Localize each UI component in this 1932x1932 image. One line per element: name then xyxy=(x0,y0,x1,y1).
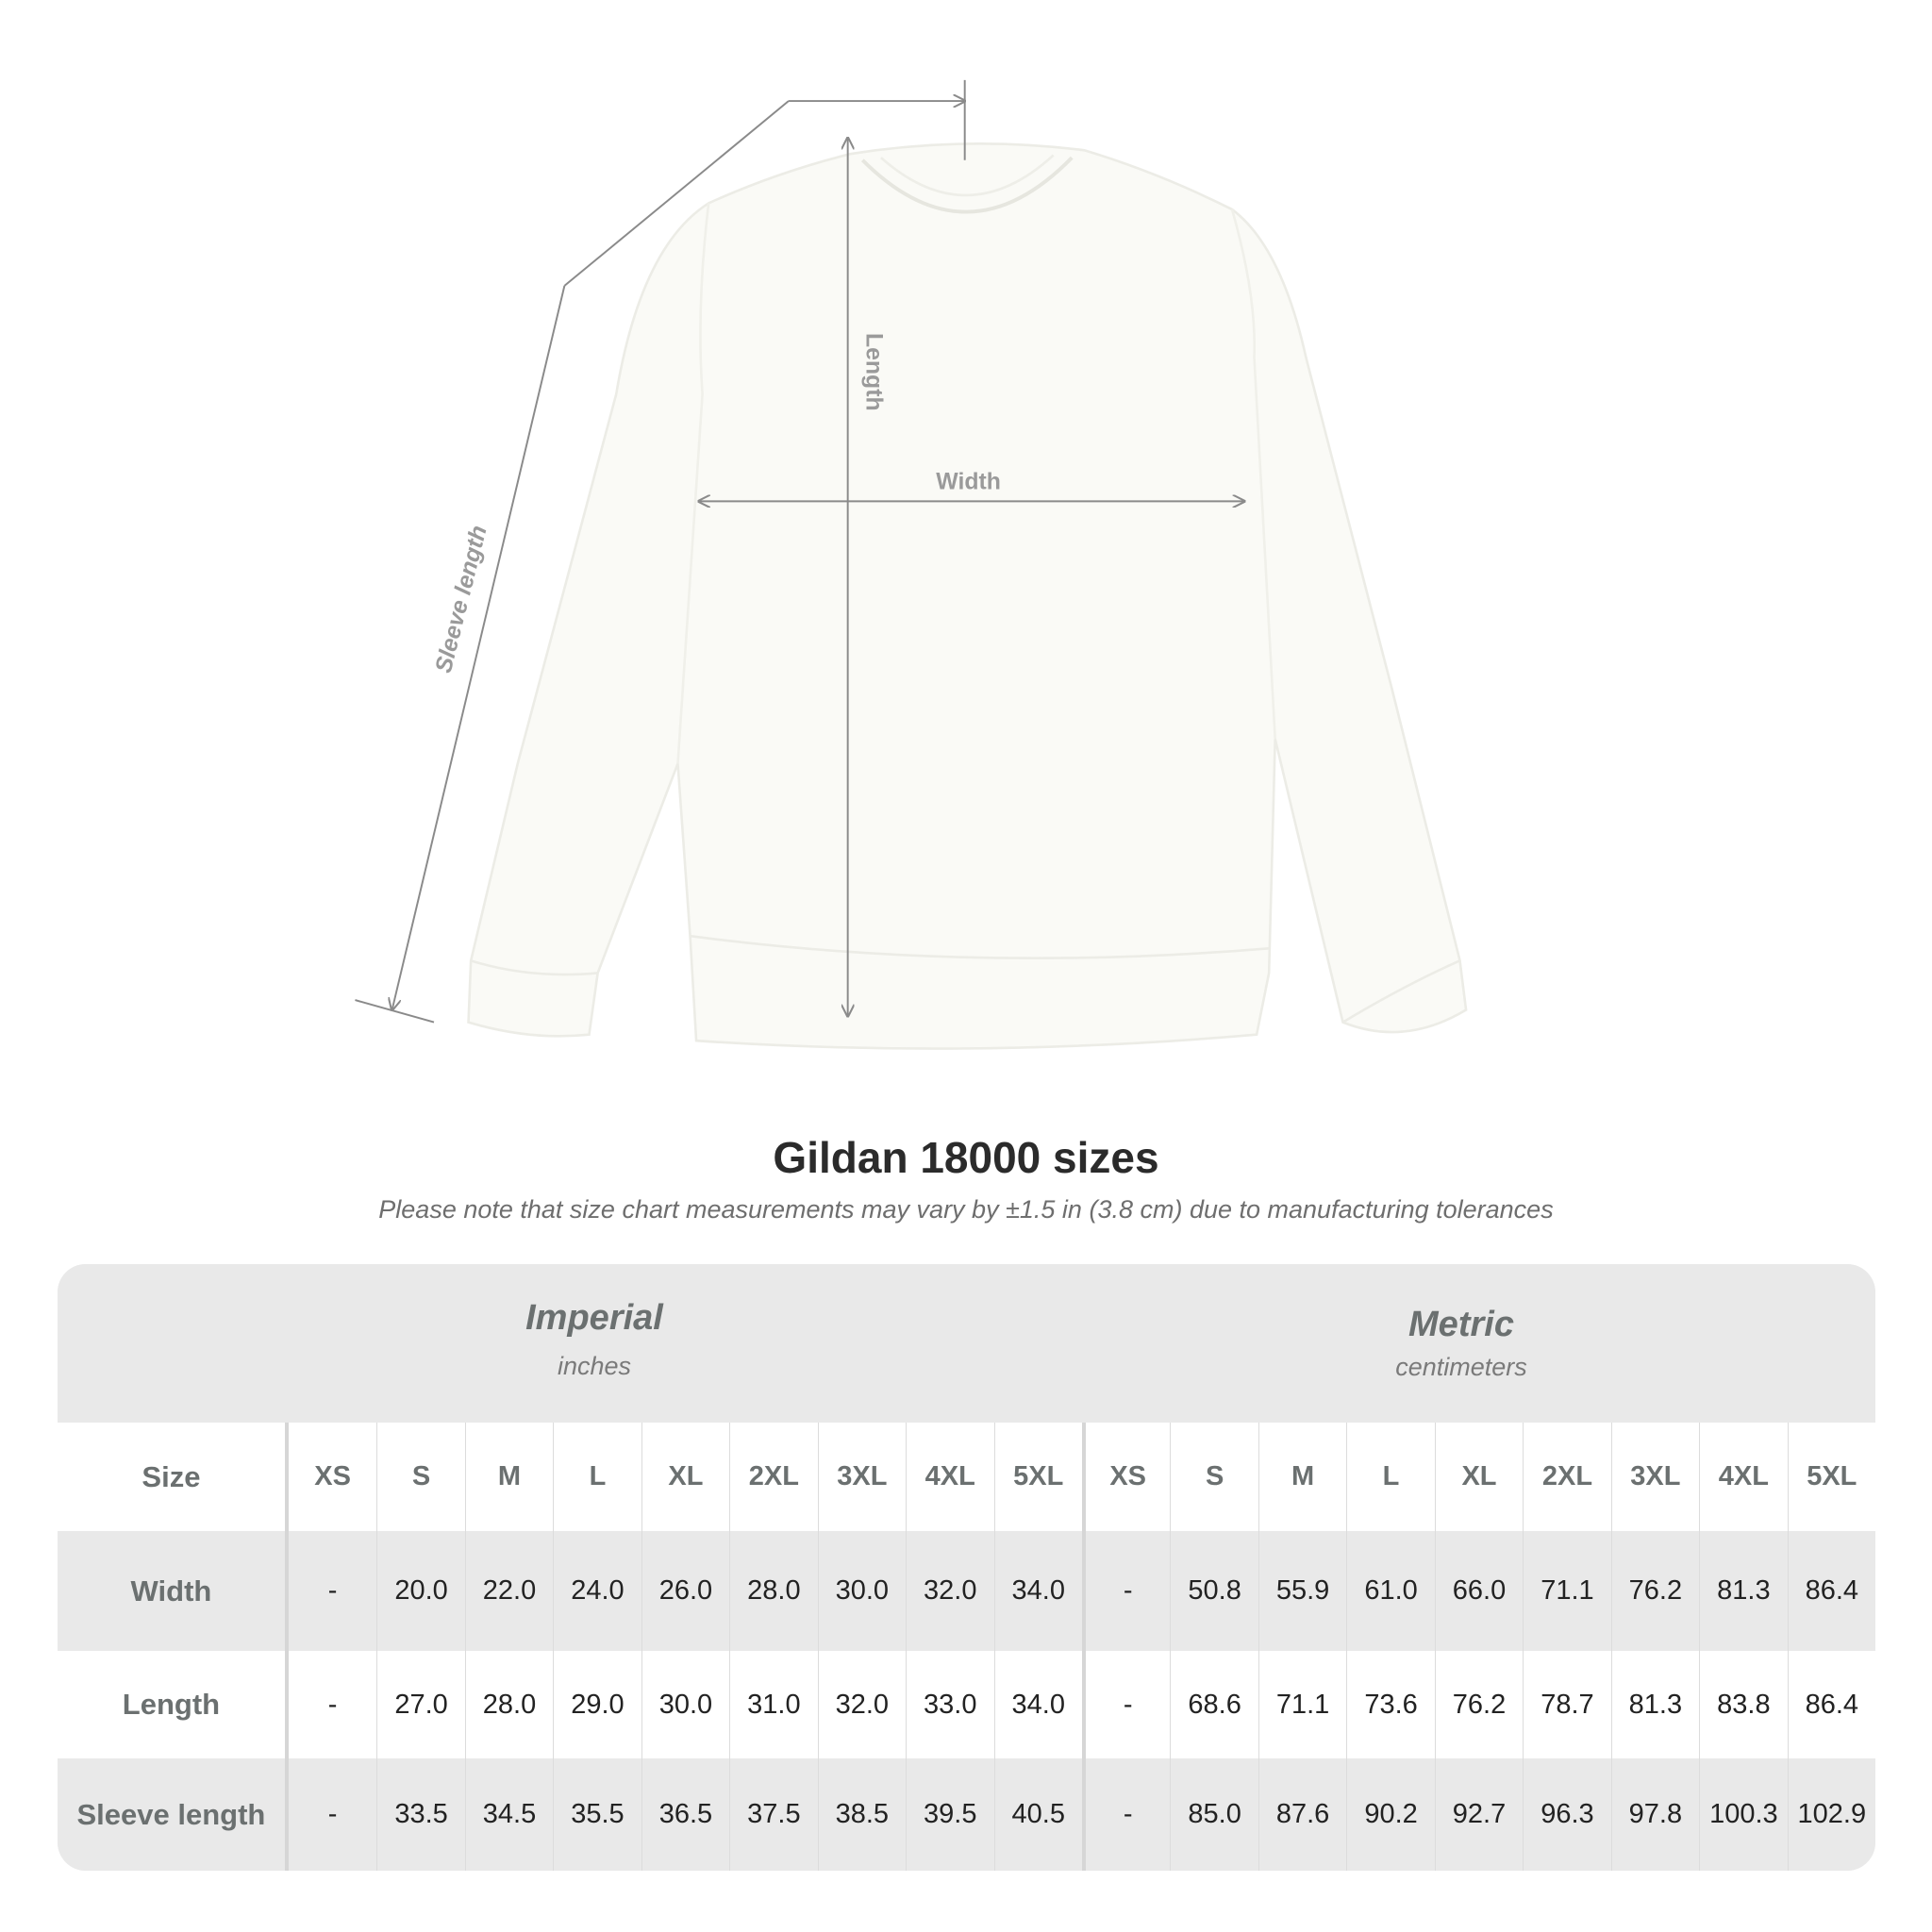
cell-imperial: 30.0 xyxy=(817,1531,906,1651)
cell-metric: 87.6 xyxy=(1257,1758,1346,1871)
cell-imperial: 37.5 xyxy=(729,1758,817,1871)
cell-imperial: 38.5 xyxy=(817,1758,906,1871)
cell-metric: 73.6 xyxy=(1346,1651,1434,1758)
metric-unit: centimeters xyxy=(1395,1353,1527,1381)
cell-imperial: 32.0 xyxy=(817,1651,906,1758)
sleeve-length-label: Sleeve length xyxy=(431,523,492,675)
size-header-imperial: 3XL xyxy=(817,1423,906,1531)
row-label: Length xyxy=(58,1651,289,1758)
size-header-metric: 5XL xyxy=(1787,1423,1875,1531)
size-header-metric: 2XL xyxy=(1523,1423,1610,1531)
size-header-imperial: 5XL xyxy=(993,1423,1082,1531)
cell-metric: 86.4 xyxy=(1787,1651,1875,1758)
cell-imperial: 35.5 xyxy=(553,1758,641,1871)
size-header-imperial: 4XL xyxy=(906,1423,993,1531)
metric-header: Metric centimeters xyxy=(1178,1305,1744,1382)
cell-metric: 90.2 xyxy=(1346,1758,1434,1871)
cell-metric: 55.9 xyxy=(1257,1531,1346,1651)
table-row: Sleeve length - 33.5 34.5 35.5 36.5 37.5 38.5 39… xyxy=(58,1758,1875,1871)
cell-imperial: 26.0 xyxy=(641,1531,729,1651)
cell-metric: 76.2 xyxy=(1434,1651,1523,1758)
size-header-imperial: XS xyxy=(314,1461,351,1491)
size-header-metric: M xyxy=(1257,1423,1346,1531)
cell-imperial: 34.0 xyxy=(993,1531,1082,1651)
cell-imperial: 31.0 xyxy=(729,1651,817,1758)
cell-metric: 100.3 xyxy=(1699,1758,1787,1871)
table-row: Length -27.0 28.0 29.0 30.0 31.0 32.0 33.0 34.0-… xyxy=(58,1651,1875,1758)
size-header-metric: L xyxy=(1346,1423,1434,1531)
size-header-metric: XL xyxy=(1434,1423,1523,1531)
size-table: Imperial inches Metric centimeters Size X… xyxy=(58,1264,1875,1871)
cell-imperial: 34.0 xyxy=(993,1651,1082,1758)
cell-metric: - xyxy=(1081,1758,1170,1871)
cell-imperial: 20.0 xyxy=(376,1531,464,1651)
cell-imperial: - xyxy=(327,1799,338,1829)
row-label: Sleeve length xyxy=(58,1758,289,1871)
size-header-imperial: S xyxy=(376,1423,464,1531)
cell-imperial: 28.0 xyxy=(729,1531,817,1651)
cell-imperial: 33.5 xyxy=(376,1758,464,1871)
cell-imperial: - xyxy=(327,1575,338,1606)
size-header-imperial: XL xyxy=(641,1423,729,1531)
cell-imperial: 34.5 xyxy=(464,1758,553,1871)
width-label: Width xyxy=(936,469,1001,494)
imperial-title: Imperial xyxy=(525,1298,663,1338)
cell-imperial: 24.0 xyxy=(553,1531,641,1651)
size-header-imperial: L xyxy=(553,1423,641,1531)
cell-metric: 76.2 xyxy=(1610,1531,1699,1651)
size-header-metric: XS xyxy=(1081,1423,1170,1531)
imperial-header: Imperial inches xyxy=(311,1298,877,1381)
cell-imperial: 27.0 xyxy=(376,1651,464,1758)
cell-metric: 71.1 xyxy=(1523,1531,1610,1651)
cell-imperial: 30.0 xyxy=(641,1651,729,1758)
imperial-unit: inches xyxy=(557,1352,632,1380)
cell-metric: 78.7 xyxy=(1523,1651,1610,1758)
cell-imperial: 33.0 xyxy=(906,1651,993,1758)
cell-metric: 96.3 xyxy=(1523,1758,1610,1871)
cell-metric: 92.7 xyxy=(1434,1758,1523,1871)
size-header-imperial: M xyxy=(464,1423,553,1531)
cell-metric: 71.1 xyxy=(1257,1651,1346,1758)
cell-imperial: 36.5 xyxy=(641,1758,729,1871)
cell-metric: 81.3 xyxy=(1699,1531,1787,1651)
cell-imperial: 29.0 xyxy=(553,1651,641,1758)
cell-imperial: 32.0 xyxy=(906,1531,993,1651)
tolerance-note: Please note that size chart measurements… xyxy=(378,1195,1554,1224)
size-header-row: Size XS S M L XL 2XL 3XL 4XL 5XL XS S M L XL 2XL 3XL 4XL 5… xyxy=(58,1423,1875,1531)
cell-metric: 97.8 xyxy=(1610,1758,1699,1871)
cell-imperial: - xyxy=(327,1689,338,1720)
size-header-metric: 3XL xyxy=(1610,1423,1699,1531)
size-header-metric: S xyxy=(1170,1423,1257,1531)
page-title: Gildan 18000 sizes xyxy=(773,1133,1159,1182)
table-row: Width -20.0 22.0 24.0 26.0 28.0 30.0 32.0 34.0-5… xyxy=(58,1531,1875,1651)
cell-metric: 81.3 xyxy=(1610,1651,1699,1758)
sweatshirt-image xyxy=(467,142,1468,1050)
sweatshirt-diagram: Length Width Sleeve length xyxy=(355,79,1468,1050)
cell-metric: - xyxy=(1081,1651,1170,1758)
metric-title: Metric xyxy=(1408,1305,1514,1344)
size-header-label: Size xyxy=(58,1423,289,1531)
cell-metric: 66.0 xyxy=(1434,1531,1523,1651)
cell-imperial: 39.5 xyxy=(906,1758,993,1871)
cell-metric: 83.8 xyxy=(1699,1651,1787,1758)
row-label: Width xyxy=(58,1531,289,1651)
unit-header-band: Imperial inches Metric centimeters xyxy=(58,1264,1875,1423)
cell-imperial: 40.5 xyxy=(993,1758,1082,1871)
cell-metric: - xyxy=(1081,1531,1170,1651)
size-header-imperial: 2XL xyxy=(729,1423,817,1531)
cell-metric: 50.8 xyxy=(1170,1531,1257,1651)
cell-imperial: 22.0 xyxy=(464,1531,553,1651)
cell-metric: 61.0 xyxy=(1346,1531,1434,1651)
size-header-metric: 4XL xyxy=(1699,1423,1787,1531)
cell-metric: 102.9 xyxy=(1787,1758,1875,1871)
length-label: Length xyxy=(860,333,886,411)
measurement-lines xyxy=(355,79,1244,1024)
cell-metric: 68.6 xyxy=(1170,1651,1257,1758)
cell-metric: 85.0 xyxy=(1170,1758,1257,1871)
cell-imperial: 28.0 xyxy=(464,1651,553,1758)
cell-metric: 86.4 xyxy=(1787,1531,1875,1651)
